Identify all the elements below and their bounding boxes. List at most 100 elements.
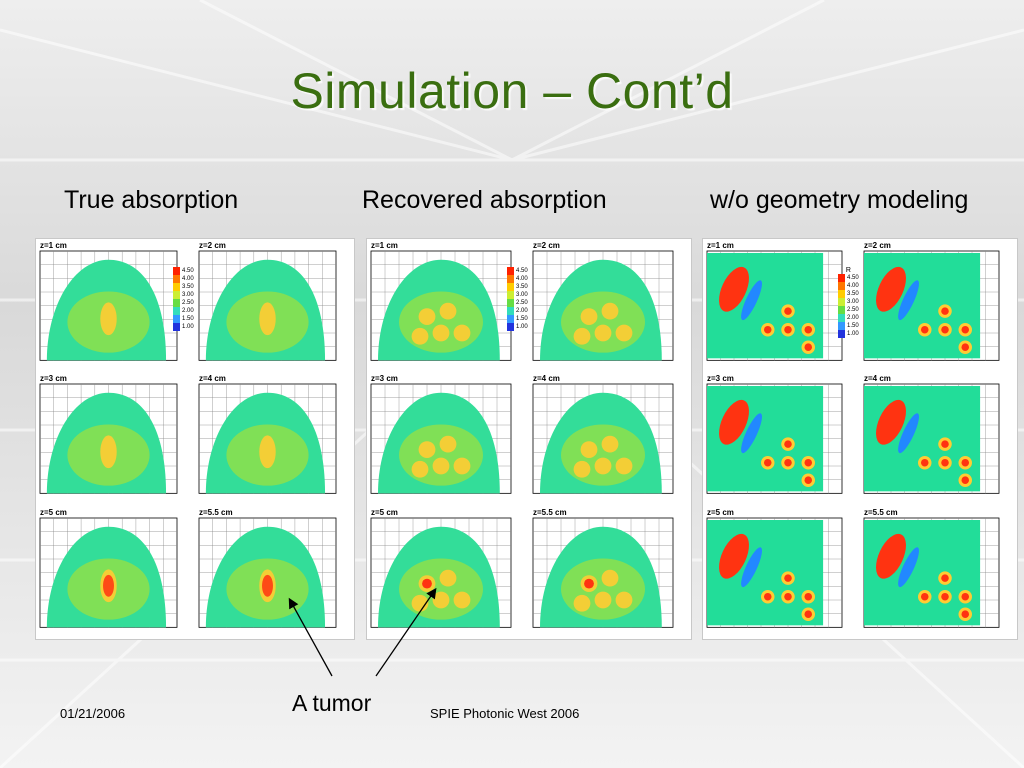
legend-entry: 1.50	[838, 322, 859, 330]
legend-swatch	[173, 275, 180, 283]
legend-entry: 1.00	[838, 330, 859, 338]
slice-plot: z=4 cm	[529, 372, 691, 505]
legend-value: 2.00	[182, 308, 194, 314]
legend-entry: 3.00	[507, 291, 528, 299]
legend-swatch	[507, 267, 514, 275]
legend-entry: 2.50	[838, 306, 859, 314]
legend-value: 2.50	[847, 307, 859, 313]
legend-value: 3.00	[516, 292, 528, 298]
legend-entry: 2.00	[838, 314, 859, 322]
legend-value: 4.00	[182, 276, 194, 282]
tumor-annotation: A tumor	[292, 690, 372, 716]
legend-value: 4.00	[847, 283, 859, 289]
column-heading-no-geometry: w/o geometry modeling	[710, 186, 969, 214]
absorption-map	[378, 526, 500, 627]
legend-swatch	[838, 314, 845, 322]
legend-value: 2.50	[182, 300, 194, 306]
slice-plot: z=1 cm	[703, 239, 860, 372]
slice-graphic	[370, 250, 512, 361]
absorption-map	[378, 259, 500, 361]
color-legend: R 4.50 4.00 3.50 3.00 2.50 2.00 1.50 1.00	[838, 267, 859, 338]
slice-graphic	[198, 250, 337, 361]
legend-entry: 4.50	[507, 267, 528, 275]
slice-label: z=5 cm	[371, 507, 398, 517]
legend-swatch	[507, 315, 514, 323]
legend-swatch	[173, 307, 180, 315]
slice-graphic	[198, 517, 337, 628]
slice-label: z=1 cm	[40, 241, 67, 250]
slice-graphic	[39, 383, 178, 495]
slice-plot: z=5 cm	[703, 506, 860, 639]
legend-swatch	[838, 282, 845, 290]
slice-plot: z=2 cm	[529, 239, 691, 372]
absorption-map	[540, 259, 662, 361]
legend-entry: 4.50	[838, 274, 859, 282]
legend-entry: 3.50	[173, 283, 194, 291]
legend-entry: 1.00	[507, 323, 528, 331]
legend-swatch	[507, 283, 514, 291]
slide-title: Simulation – Cont’d	[290, 63, 734, 119]
legend-title: R	[845, 267, 851, 274]
slice-plot: z=4 cm	[860, 372, 1017, 505]
slice-label: z=4 cm	[533, 374, 560, 384]
color-legend: 4.50 4.00 3.50 3.00 2.50 2.00 1.50 1.00	[173, 267, 194, 331]
legend-entry: 2.50	[173, 299, 194, 307]
legend-swatch	[838, 298, 845, 306]
legend-entry: 4.00	[838, 282, 859, 290]
slice-plot: z=3 cm	[367, 372, 529, 505]
slice-label: z=3 cm	[371, 374, 398, 384]
legend-swatch	[838, 322, 845, 330]
legend-swatch	[838, 274, 845, 282]
slice-graphic	[863, 383, 1000, 495]
slice-label: z=5.5 cm	[199, 507, 233, 517]
legend-entry: 2.00	[507, 307, 528, 315]
legend-swatch	[173, 323, 180, 331]
slice-plot: z=3 cm	[36, 372, 195, 505]
legend-swatch	[507, 275, 514, 283]
legend-swatch	[838, 290, 845, 298]
absorption-map	[540, 526, 662, 627]
absorption-map	[46, 393, 167, 494]
slice-graphic	[706, 517, 843, 628]
legend-entry: 3.00	[173, 291, 194, 299]
legend-entry: 3.50	[507, 283, 528, 291]
panel-no-geometry: z=1 cm z=2 cm z=3 cm z=4 cm z=5 cm z=5.5 cm R 4…	[702, 238, 1018, 640]
absorption-map	[707, 253, 824, 359]
legend-value: 3.00	[847, 299, 859, 305]
slice-graphic	[863, 517, 1000, 628]
legend-value: 1.00	[182, 324, 194, 330]
absorption-map	[46, 259, 167, 361]
slice-plot: z=5.5 cm	[860, 506, 1017, 639]
slice-graphic	[198, 383, 337, 495]
panel-recovered-absorption: z=1 cm z=2 cm z=3 cm z=4 cm z=5 cm z=5.5 cm 4.…	[366, 238, 692, 640]
slice-graphic	[370, 517, 512, 628]
legend-value: 3.00	[182, 292, 194, 298]
slice-graphic	[39, 250, 178, 361]
slice-graphic	[706, 250, 843, 361]
slice-graphic	[532, 250, 674, 361]
slice-label: z=3 cm	[40, 374, 67, 384]
slice-graphic	[706, 383, 843, 495]
legend-swatch	[507, 307, 514, 315]
arrow-to-true-tumor	[288, 597, 333, 677]
absorption-map	[707, 386, 824, 492]
legend-swatch	[173, 283, 180, 291]
slice-graphic	[39, 517, 178, 628]
slice-plot: z=2 cm	[195, 239, 354, 372]
legend-entry: 4.50	[173, 267, 194, 275]
slice-label: z=3 cm	[707, 374, 734, 384]
slice-graphic	[532, 517, 674, 628]
legend-swatch	[173, 315, 180, 323]
absorption-map	[707, 519, 824, 625]
slice-graphic	[370, 383, 512, 495]
panel-true-absorption: z=1 cm z=2 cm z=3 cm z=4 cm z=5 cm z=5.5 cm 4.…	[35, 238, 355, 640]
legend-value: 1.50	[516, 316, 528, 322]
slice-plot: z=5.5 cm	[529, 506, 691, 639]
slice-label: z=1 cm	[707, 241, 734, 250]
legend-value: 4.50	[516, 268, 528, 274]
slice-plot: z=5 cm	[367, 506, 529, 639]
absorption-map	[205, 259, 326, 361]
absorption-map	[205, 393, 326, 494]
slice-plot: z=3 cm	[703, 372, 860, 505]
column-heading-true: True absorption	[64, 186, 239, 214]
